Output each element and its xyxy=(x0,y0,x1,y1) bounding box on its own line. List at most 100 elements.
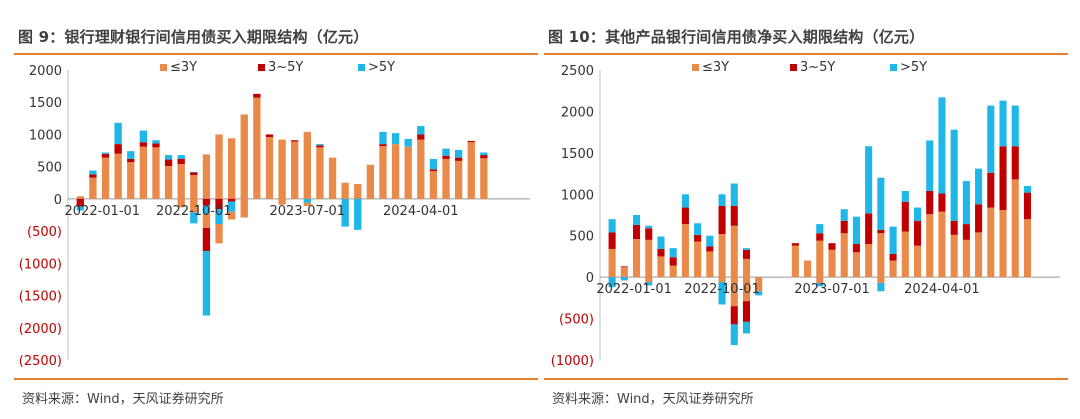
bar-segment xyxy=(840,233,848,278)
bar-segment xyxy=(1011,179,1019,278)
bar-segment xyxy=(620,267,628,278)
bar-segment xyxy=(152,143,160,148)
bar-segment xyxy=(657,248,665,257)
bar-segment xyxy=(742,248,751,250)
legend-item: ≤3Y xyxy=(692,60,729,75)
figure-10-chart: 2500 2000 1500 1000 500 0 (500) (1000) 2022-01-0… xyxy=(551,60,1060,369)
bar-segment xyxy=(190,171,198,173)
bar-segment xyxy=(442,158,450,199)
bar-segment xyxy=(101,152,110,154)
top-rule xyxy=(14,53,538,55)
bar-segment xyxy=(101,157,110,199)
bar-segment xyxy=(76,196,84,199)
bar-segment xyxy=(877,177,885,230)
top-rule xyxy=(544,53,1068,55)
bar-segment xyxy=(1023,219,1032,278)
y-tick-label: (1000) xyxy=(551,354,594,369)
bar-segment xyxy=(328,157,337,199)
bar-segment xyxy=(816,240,824,278)
legend-swatch xyxy=(890,64,897,71)
bar-segment xyxy=(938,97,946,194)
bar-segment xyxy=(718,194,726,206)
legend-item: ≤3Y xyxy=(160,60,197,75)
y-tick-label: 1000 xyxy=(561,188,594,203)
legend-label: ≤3Y xyxy=(170,60,197,75)
legend-label: ≤3Y xyxy=(702,60,729,75)
bar-segment xyxy=(950,220,958,235)
bar-segment xyxy=(89,174,97,178)
bar-segment xyxy=(681,224,689,278)
bottom-rule xyxy=(544,378,1068,380)
bar-segment xyxy=(467,140,475,143)
bar-segment xyxy=(354,184,362,199)
figure-title: 图 10：其他产品银行间信用债净买入期限结构（亿元） xyxy=(548,28,925,46)
bar-segment xyxy=(89,170,97,175)
bar-segment xyxy=(152,140,160,144)
bar-segment-negative xyxy=(215,224,223,244)
bar-segment xyxy=(101,153,110,158)
figure-9-chart: 2000 1500 1000 500 0 (500) (1000) (1500) (2000) (… xyxy=(19,60,530,369)
bar-segment xyxy=(341,182,349,199)
bar-segment xyxy=(975,168,983,205)
bar-segment xyxy=(253,97,261,199)
bar-segment xyxy=(366,164,375,199)
bar-segment-negative xyxy=(742,321,751,334)
bar-segment-negative xyxy=(718,277,726,283)
bar-segment-negative xyxy=(742,277,751,302)
bar-segment-negative xyxy=(608,277,616,288)
bar-segment xyxy=(177,164,185,199)
bar-segment-negative xyxy=(202,251,211,316)
bar-segment-negative xyxy=(730,277,738,307)
bar-segment-negative xyxy=(877,282,885,292)
bar-segment xyxy=(742,249,751,259)
x-tick-label: 2022-01-01 xyxy=(65,204,141,219)
bar-segment xyxy=(354,198,362,230)
bar-segment-negative xyxy=(303,202,311,206)
bar-segment xyxy=(840,220,848,234)
bar-segment xyxy=(480,152,488,156)
bar-segment-negative xyxy=(190,198,198,213)
bar-segment xyxy=(164,166,173,199)
bar-segment xyxy=(1011,105,1019,147)
y-tick-label: (500) xyxy=(559,313,594,328)
bar-segment xyxy=(417,134,425,140)
x-tick-label: 2023-07-01 xyxy=(794,282,870,297)
bar-segment xyxy=(999,146,1007,211)
bar-segment xyxy=(681,194,689,208)
bar-segment-negative xyxy=(730,306,738,325)
legend-swatch xyxy=(692,64,699,71)
bar-segment xyxy=(227,138,236,199)
bar-segment xyxy=(852,252,860,278)
source-note: 资料来源：Wind，天风证券研究所 xyxy=(22,392,224,407)
bar-segment xyxy=(913,207,922,221)
bar-segment xyxy=(429,171,438,199)
y-tick-label: 0 xyxy=(586,271,594,286)
bar-segment xyxy=(316,147,324,199)
bar-segment xyxy=(454,157,463,161)
bar-segment xyxy=(404,146,412,199)
bar-segment xyxy=(127,151,135,159)
bar-segment-negative xyxy=(177,198,185,208)
bar-segment xyxy=(865,244,873,278)
legend-item: 3~5Y xyxy=(258,60,303,75)
bar-segment xyxy=(657,256,665,278)
bar-segment xyxy=(999,210,1007,278)
bar-segment xyxy=(454,160,463,199)
bar-segment xyxy=(608,232,616,249)
bar-segment xyxy=(742,258,751,278)
bar-segment-negative xyxy=(202,227,211,252)
legend-item: >5Y xyxy=(890,60,927,75)
bar-segment xyxy=(480,158,488,199)
bar-segment-negative xyxy=(730,324,738,346)
bar-segment-negative xyxy=(278,198,286,205)
bar-segment xyxy=(215,198,223,210)
bar-segment xyxy=(316,144,324,146)
bar-segment xyxy=(76,206,84,211)
bar-segment xyxy=(791,243,799,246)
bar-segment xyxy=(442,148,450,156)
bar-segment xyxy=(202,154,211,199)
bar-segment xyxy=(694,234,702,242)
bar-segment xyxy=(657,236,665,249)
bar-segment xyxy=(1023,186,1032,193)
bar-segment xyxy=(901,231,909,278)
